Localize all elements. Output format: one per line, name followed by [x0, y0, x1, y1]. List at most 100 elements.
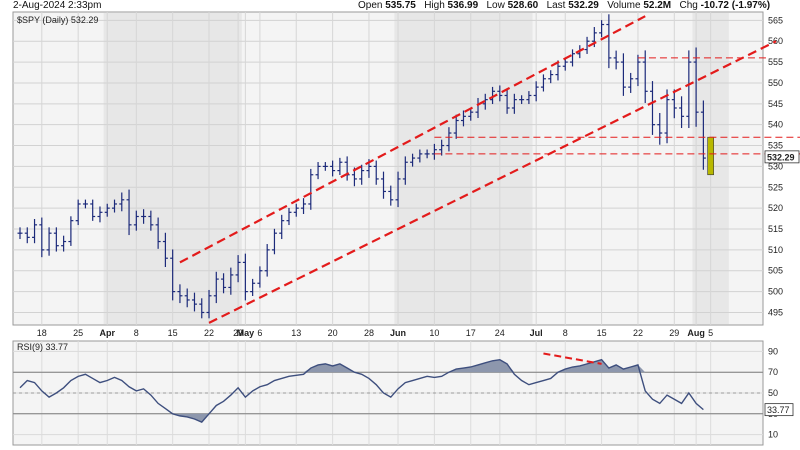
chg-label: Chg [679, 0, 698, 11]
ohlc-bar [90, 199, 96, 221]
ohlc-bar [148, 210, 154, 231]
price-panel: 4955005055105155205255305355405455505555… [12, 11, 800, 338]
x-tick-label: 29 [233, 328, 243, 338]
ohlc-bar [242, 253, 248, 301]
ohlc-bar [68, 216, 74, 246]
x-tick-label: 24 [495, 328, 505, 338]
ohlc-bar [700, 100, 706, 170]
price-tick-label: 535 [768, 141, 783, 151]
ohlc-bar [657, 112, 663, 145]
ohlc-bar [381, 171, 386, 199]
price-tick-label: 495 [768, 307, 783, 317]
x-tick-label: 20 [328, 328, 338, 338]
ohlc-bar [271, 228, 277, 255]
rsi-oversold-fill [20, 413, 704, 423]
ohlc-bar [279, 214, 285, 240]
ohlc-bar [141, 209, 147, 224]
ohlc-bar [221, 273, 227, 294]
rsi-last-label: 33.77 [767, 405, 790, 415]
price-tick-label: 505 [768, 266, 783, 276]
price-tick-label: 550 [768, 78, 783, 88]
ohlc-bar [104, 203, 110, 217]
price-tick-label: 520 [768, 203, 783, 213]
ohlc-bar [264, 244, 270, 277]
ohlc-bar [213, 271, 219, 304]
ohlc-bar [257, 266, 263, 288]
rsi-tick-label: 50 [768, 388, 778, 398]
ohlc-bar [664, 89, 670, 144]
ohlc-bar [53, 227, 59, 252]
ohlc-bar [228, 267, 234, 295]
ohlc-bar [97, 206, 103, 223]
ohlc-bar [82, 199, 88, 209]
low-value: 528.60 [507, 0, 539, 11]
x-tick-label: 18 [37, 328, 47, 338]
ohlc-bar [613, 50, 619, 70]
ohlc-bar [468, 107, 474, 121]
x-tick-label: 8 [134, 328, 139, 338]
ohlc-bar [548, 70, 554, 84]
ohlc-bar [155, 217, 161, 249]
ohlc-bar [126, 189, 132, 236]
ohlc-bar [424, 149, 430, 159]
ohlc-bar [46, 227, 52, 256]
x-tick-label: 28 [364, 328, 374, 338]
price-tick-label: 510 [768, 245, 783, 255]
ohlc-bar [39, 217, 45, 258]
quote-header: 2-Aug-2024 2:33pm Open 535.75 High 536.9… [0, 0, 800, 12]
x-tick-label: 22 [204, 328, 214, 338]
ohlc-bar [599, 20, 605, 38]
ohlc-bar [402, 156, 408, 185]
last-price-tag [764, 150, 800, 164]
ohlc-bar [439, 139, 445, 156]
ohlc-bar [540, 74, 546, 92]
ohlc-bar [75, 199, 81, 226]
ohlc-bar [373, 160, 379, 185]
high-value: 536.99 [447, 0, 479, 11]
ohlc-bar [606, 14, 612, 69]
last-label: Last [546, 0, 566, 11]
ohlc-bar [24, 227, 30, 244]
x-tick-label: 10 [429, 328, 439, 338]
ohlc-bar [184, 288, 190, 308]
ohlc-bar [395, 171, 401, 208]
open-value: 535.75 [385, 0, 416, 11]
x-tick-label: 15 [168, 328, 178, 338]
ohlc-bar [453, 114, 459, 139]
ohlc-bar [133, 210, 139, 231]
rsi-last-tag [764, 403, 794, 417]
ohlc-bar [649, 81, 655, 135]
ohlc-bar [431, 143, 437, 160]
x-tick-label: 17 [466, 328, 476, 338]
x-tick-label: Jul [530, 328, 543, 338]
x-tick-label: 29 [669, 328, 679, 338]
last-value: 532.29 [568, 0, 599, 11]
volume-value: 52.2M [643, 0, 672, 11]
x-tick-label: May [237, 328, 255, 338]
ohlc-bar [562, 57, 568, 71]
ohlc-bar [315, 162, 321, 180]
ohlc-bar [206, 289, 212, 319]
ohlc-bar [191, 292, 197, 312]
rsi-overbought-fill [20, 359, 704, 373]
ohlc-bar [446, 127, 452, 152]
price-tick-label: 540 [768, 120, 783, 130]
ohlc-bar [482, 93, 488, 110]
x-tick-label: Jun [390, 328, 406, 338]
chg-value: -10.72 (-1.97%) [700, 0, 771, 11]
volume-label: Volume [607, 0, 641, 11]
ohlc-bar [119, 192, 125, 212]
ohlc-bar [359, 164, 365, 185]
month-band [394, 13, 533, 324]
rsi-divergence-line [543, 352, 602, 365]
ohlc-bar [337, 157, 343, 175]
price-tick-label: 555 [768, 57, 783, 67]
ohlc-bar [693, 47, 699, 127]
x-tick-label: Apr [99, 328, 115, 338]
ohlc-bar [301, 198, 307, 214]
quote-values: Open 535.75 High 536.99 Low 528.60 Last … [358, 0, 770, 11]
ohlc-bar [497, 85, 503, 102]
ohlc-bar [61, 235, 67, 252]
